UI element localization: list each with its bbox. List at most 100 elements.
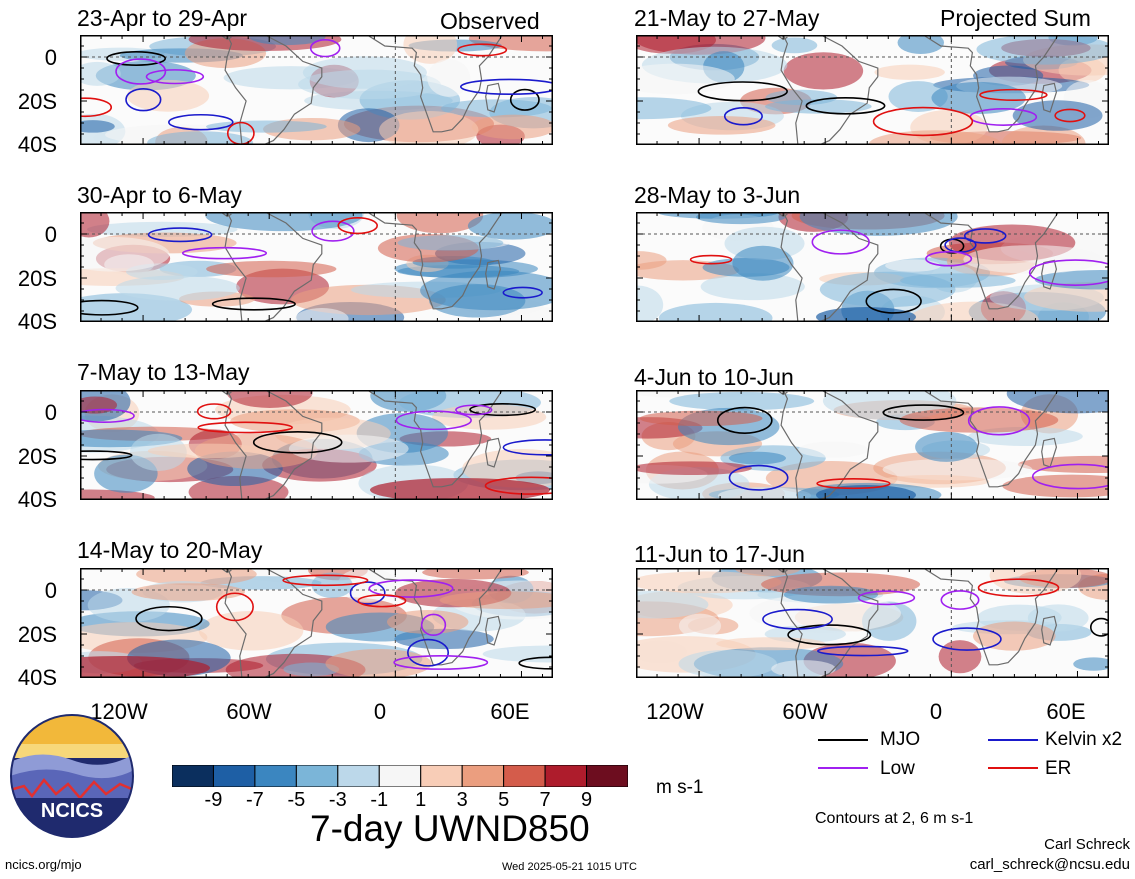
coastline <box>359 568 504 666</box>
contour-low <box>940 590 980 610</box>
lat-tick-label: 20S <box>17 622 57 647</box>
contour-er <box>337 217 378 235</box>
contour-low <box>420 613 447 637</box>
anomaly-shading <box>325 648 432 678</box>
coastline <box>780 390 879 500</box>
anomaly-shading <box>422 568 529 580</box>
contour-er <box>80 97 113 118</box>
anomaly-shading <box>728 451 786 465</box>
contour-er <box>689 254 733 265</box>
map-panel-14may-20may <box>80 568 553 678</box>
lat-tick-label: 20S <box>17 266 57 291</box>
contour-er <box>282 574 369 587</box>
contour-mjo <box>211 297 296 311</box>
contour-er <box>196 403 232 420</box>
legend-label-kelvin: Kelvin x2 <box>1045 729 1123 750</box>
contour-low <box>80 408 135 424</box>
lon-tick-label: 60E <box>1046 699 1086 724</box>
panel-title: 28-May to 3-Jun <box>634 182 801 208</box>
anomaly-shading <box>471 114 553 140</box>
panel-title: 14-May to 20-May <box>77 537 263 563</box>
ncics-logo: NCICS <box>10 714 134 838</box>
colorbar-tick-label: -7 <box>246 789 264 811</box>
anomaly-shading <box>80 61 121 86</box>
colorbar-bin <box>503 765 546 787</box>
anomaly-shading <box>915 431 978 462</box>
anomaly-shading <box>1012 100 1103 131</box>
coastline <box>1041 259 1058 290</box>
anomaly-shading <box>897 35 944 54</box>
coastline <box>730 390 788 396</box>
anomaly-shading <box>379 110 479 145</box>
colorbar-bin <box>420 765 463 787</box>
colorbar-tick-label: 3 <box>456 789 468 811</box>
contour-kelvin <box>932 627 1002 651</box>
anomaly-shading <box>429 284 526 318</box>
map-panel-28may-3jun <box>636 212 1109 322</box>
anomaly-shading <box>963 245 1103 274</box>
contour-er <box>484 476 553 495</box>
anomaly-shading <box>636 285 664 322</box>
anomaly-shading <box>636 97 712 120</box>
contour-mjo <box>252 430 343 454</box>
anomaly-shading <box>288 434 409 463</box>
contour-er <box>816 477 891 490</box>
anomaly-shading <box>80 120 115 133</box>
contour-mjo <box>80 299 139 316</box>
lon-tick-label: 120W <box>90 699 148 724</box>
anomaly-shading <box>765 99 872 114</box>
panel-title: 11-Jun to 17-Jun <box>634 541 805 567</box>
contour-kelvin <box>407 638 450 667</box>
legend-swatches-right <box>988 739 1038 769</box>
footer-email[interactable]: carl_schreck@ncsu.edu <box>969 856 1130 873</box>
projected-label: Projected Sum <box>940 5 1091 31</box>
contour-kelvin <box>963 228 1007 244</box>
contour-mjo <box>135 605 203 632</box>
colorbar <box>172 765 628 787</box>
colorbar-bin <box>254 765 297 787</box>
contour-kelvin <box>460 78 553 95</box>
contour-low <box>145 69 205 85</box>
colorbar-bin <box>295 765 339 787</box>
anomaly-shading <box>80 656 210 678</box>
contour-low <box>395 410 472 431</box>
anomaly-shading <box>667 116 776 135</box>
panel-title: 30-Apr to 6-May <box>77 182 242 208</box>
colorbar-tick-label: -9 <box>204 789 223 811</box>
anomaly-shading <box>636 461 752 475</box>
anomaly-shading <box>396 212 484 234</box>
anomaly-shading <box>131 583 246 601</box>
coastline <box>174 212 232 218</box>
coastline <box>485 259 502 290</box>
coastline <box>224 35 323 145</box>
contour-mjo <box>509 88 540 111</box>
coastline <box>174 568 232 574</box>
contour-low <box>311 220 355 242</box>
anomaly-shading <box>198 610 304 651</box>
contour-mjo <box>716 406 773 434</box>
anomaly-shading <box>636 590 709 619</box>
anomaly-shading <box>147 443 268 459</box>
map-panel-4jun-10jun <box>636 390 1109 500</box>
coastline <box>359 35 504 133</box>
anomaly-shading <box>302 56 427 89</box>
legend-label-er: ER <box>1045 758 1072 779</box>
contour-note: Contours at 2, 6 m s-1 <box>815 810 974 827</box>
anomaly-shading <box>248 35 326 46</box>
contour-er <box>977 578 1060 598</box>
contour-low <box>857 590 916 606</box>
anomaly-shading <box>80 489 155 500</box>
lon-tick-label: 0 <box>929 699 943 724</box>
footer-url[interactable]: ncics.org/mjo <box>5 857 82 872</box>
anomaly-shading <box>80 237 170 272</box>
footer-author: Carl Schreck <box>1044 836 1130 853</box>
coastline <box>485 437 502 468</box>
coastline <box>174 390 232 396</box>
anomaly-shading <box>771 37 818 54</box>
contour-low <box>115 58 167 85</box>
anomaly-shading <box>283 662 340 677</box>
contour-mjo <box>106 51 166 66</box>
anomaly-shading <box>938 640 982 674</box>
lon-tick-label: 0 <box>373 699 387 724</box>
contour-low <box>455 404 493 416</box>
